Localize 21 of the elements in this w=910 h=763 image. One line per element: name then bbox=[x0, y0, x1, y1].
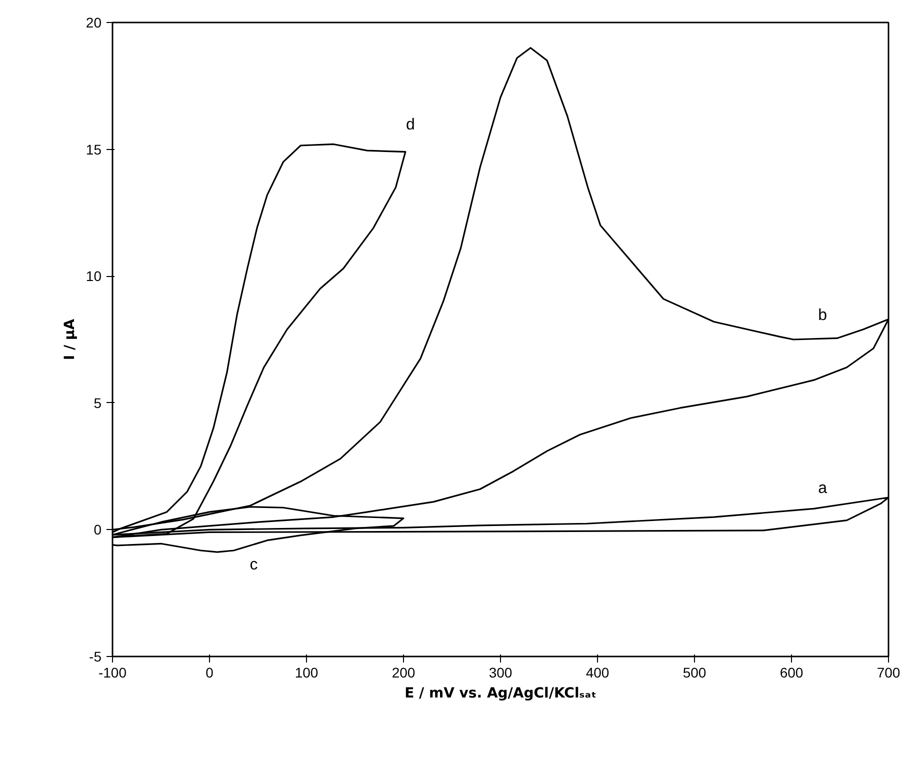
x-tick-label: 0 bbox=[206, 664, 214, 680]
x-tick-label: 400 bbox=[586, 664, 610, 680]
x-tick-label: 300 bbox=[488, 664, 512, 680]
x-tick-label: -100 bbox=[98, 664, 127, 680]
x-tick-label: 600 bbox=[780, 664, 804, 680]
y-tick-label: 15 bbox=[86, 141, 102, 158]
annotation: b bbox=[818, 306, 828, 324]
x-tick-label: 500 bbox=[682, 664, 706, 680]
x-tick-label: 100 bbox=[294, 664, 318, 680]
y-tick-label: 5 bbox=[94, 394, 102, 411]
annotation: a bbox=[818, 480, 828, 497]
y-tick-label: 10 bbox=[86, 268, 102, 284]
y-tick-label: 20 bbox=[86, 14, 102, 30]
y-axis-title: I / μA bbox=[62, 318, 78, 360]
x-tick-label: 200 bbox=[392, 664, 416, 680]
x-tick-label: 700 bbox=[876, 664, 900, 680]
y-tick-label: 0 bbox=[94, 522, 102, 538]
x-axis-title: E / mV vs. Ag/AgCl/KClₛₐₜ bbox=[404, 686, 596, 702]
annotation: d bbox=[406, 116, 415, 134]
y-tick-label: -5 bbox=[89, 648, 102, 664]
annotation: c bbox=[250, 556, 258, 574]
